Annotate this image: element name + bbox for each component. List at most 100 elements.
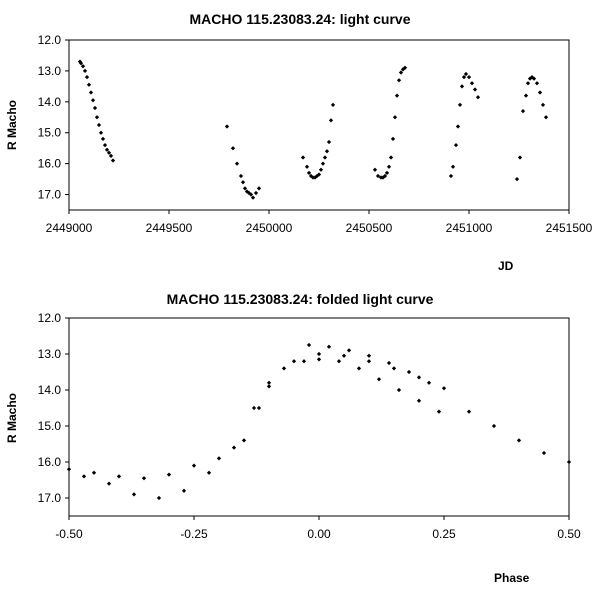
folded-light-curve-panel: MACHO 115.23083.24: folded light curve R… [5,291,581,585]
x-tick-label: -0.25 [180,527,208,541]
data-point [475,95,481,100]
data-point [463,71,469,77]
data-point [92,105,98,111]
data-point [336,359,342,364]
data-point [234,161,240,166]
data-point [281,366,287,371]
data-point [240,180,246,185]
light-curve-panel: MACHO 115.23083.24: light curve R Macho … [5,11,593,273]
y-tick-label: 17.0 [38,188,62,202]
data-point [398,70,404,75]
x-tick-label: 2449500 [146,221,193,235]
x-tick-label: 2451000 [446,221,493,235]
data-point [88,90,94,95]
data-point [78,61,84,66]
y-tick-label: 15.0 [38,126,62,140]
data-point [375,173,381,179]
data-point [436,409,442,414]
data-point [392,115,398,120]
data-point [376,377,382,382]
data-point [306,170,312,176]
data-point [525,81,531,86]
data-point [266,384,272,389]
data-point [523,93,529,98]
plot-area [68,39,570,211]
data-point [108,153,114,159]
data-point [206,470,212,475]
data-point [106,150,112,155]
y-tick-label: 14.0 [38,383,62,397]
data-point [250,195,256,200]
data-point [394,93,400,98]
data-point [320,161,326,166]
data-point [534,81,540,86]
data-point [366,353,372,358]
data-point [346,348,352,353]
data-point [266,380,272,385]
data-point [242,186,248,191]
data-point [86,82,92,87]
data-point [141,476,147,481]
data-point [382,173,388,179]
data-point [231,445,237,450]
data-point [491,423,497,429]
data-point [566,459,572,465]
data-point [84,74,90,80]
data-point [416,375,422,380]
data-point [328,118,334,123]
chart-title: MACHO 115.23083.24: light curve [190,11,411,27]
x-tick-label: -0.50 [55,527,83,541]
data-point [306,342,312,348]
y-axis-label: R Macho [5,393,19,443]
data-point [455,124,461,129]
y-axis-label: R Macho [5,100,19,150]
x-tick-label: 2449000 [46,221,93,235]
data-point [316,357,322,362]
data-point [241,438,247,443]
data-point [238,173,244,179]
data-point [406,369,412,375]
data-point [520,108,526,114]
data-point [230,146,236,151]
data-point [94,115,100,120]
data-point [253,190,259,196]
data-point [459,84,465,89]
data-point [441,386,447,391]
data-point [96,122,102,128]
y-tick-label: 16.0 [38,157,62,171]
data-point [541,450,547,456]
data-point [356,366,362,371]
data-point [466,409,472,414]
data-point [304,164,310,169]
data-point [472,87,478,92]
plot-area [68,317,570,517]
data-point [216,456,222,461]
data-point [388,155,394,160]
data-point [291,359,297,364]
x-tick-label: 2451500 [546,221,593,235]
y-tick-label: 15.0 [38,419,62,433]
data-point [341,353,347,358]
data-point [543,115,549,120]
y-tick-label: 16.0 [38,455,62,469]
data-point [450,164,456,169]
data-point [248,192,254,197]
data-point [300,155,306,160]
data-point [110,158,116,163]
data-point [426,380,432,385]
x-axis-label: Phase [494,571,530,585]
data-point [396,78,402,83]
x-tick-label: 0.25 [432,527,456,541]
data-point [256,405,262,411]
data-point [457,102,463,108]
x-tick-label: 0.50 [557,527,581,541]
data-point [469,81,475,86]
data-point [191,463,197,468]
data-point [104,147,110,152]
y-tick-label: 13.0 [38,64,62,78]
data-point [366,359,372,364]
data-point [81,474,87,479]
data-point [514,176,520,182]
data-point [322,155,328,160]
